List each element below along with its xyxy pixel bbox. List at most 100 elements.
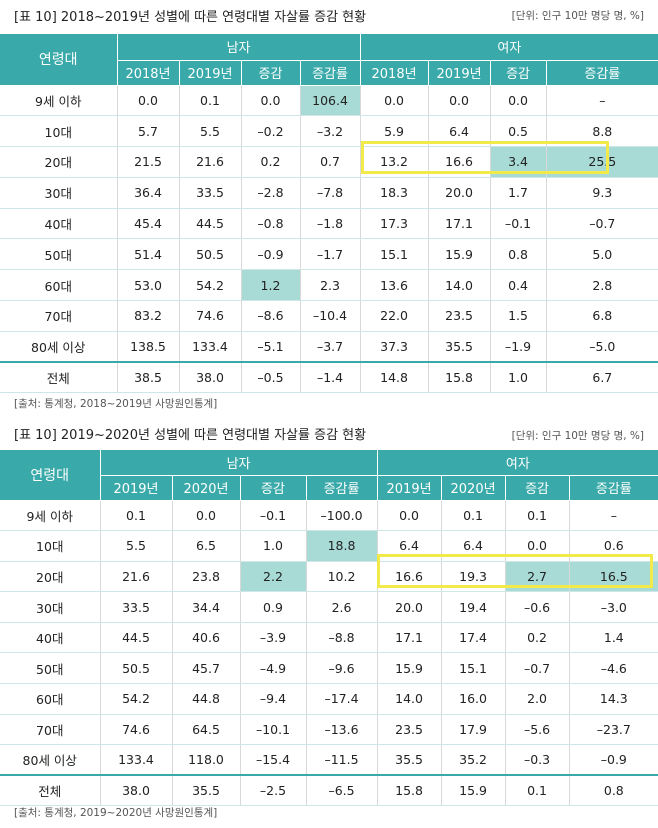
value-cell: 138.5 (116, 331, 179, 363)
value-cell: –23.7 (568, 714, 658, 746)
value-cell: 15.9 (440, 774, 506, 807)
table-block-2019-2020: [표 10] 2019~2020년 성별에 따른 연령대별 자살률 증감 현황 … (0, 422, 658, 444)
subheader: 2019년 (376, 475, 442, 501)
value-cell: –3.2 (299, 115, 361, 148)
subheader: 증감 (504, 475, 570, 501)
value-cell: –9.4 (239, 683, 306, 715)
subheader: 2020년 (171, 475, 240, 501)
value-cell: –10.4 (299, 300, 361, 332)
table-row: 50대 51.4 50.5 –0.9 –1.7 15.1 15.9 0.8 5.0 (0, 238, 658, 271)
age-cell: 30대 (0, 591, 100, 623)
value-cell: 15.1 (440, 652, 506, 685)
value-cell: 0.7 (299, 146, 361, 178)
table-row: 20대 21.6 23.8 2.2 10.2 16.6 19.3 2.7 16.5 (0, 561, 658, 593)
value-cell: 38.0 (178, 361, 241, 394)
age-cell: 50대 (0, 238, 117, 271)
subheader: 증감 (239, 475, 306, 501)
stats-table-2018-2019: 연령대 남자 여자 2018년 2019년 증감 증감률 2018년 2019년… (0, 34, 658, 394)
value-cell: 118.0 (171, 744, 240, 776)
value-cell: 15.8 (427, 361, 491, 394)
table-row: 40대 45.4 44.5 –0.8 –1.8 17.3 17.1 –0.1 –0.7 (0, 208, 658, 240)
value-cell: 6.5 (171, 530, 240, 562)
value-cell: 10.2 (305, 561, 378, 593)
value-cell: 0.0 (171, 500, 240, 532)
value-cell: 14.0 (427, 269, 491, 302)
value-cell: 23.5 (427, 300, 491, 332)
value-cell: –11.5 (305, 744, 378, 776)
value-cell: –7.8 (299, 177, 361, 209)
value-cell: 44.8 (171, 683, 240, 715)
age-cell: 70대 (0, 714, 100, 746)
age-cell: 20대 (0, 146, 117, 178)
value-cell: 34.4 (171, 591, 240, 623)
value-cell: 106.4 (299, 85, 361, 117)
value-cell: 18.3 (359, 177, 429, 209)
subheader: 2018년 (116, 60, 179, 86)
header-female: 여자 (376, 450, 658, 476)
value-cell: 40.6 (171, 622, 240, 654)
value-cell: 1.0 (239, 530, 306, 562)
value-cell: –2.8 (240, 177, 300, 209)
value-cell: 54.2 (178, 269, 241, 302)
value-cell: 19.4 (440, 591, 506, 623)
value-cell: 2.2 (239, 561, 306, 593)
value-cell: 0.0 (359, 85, 429, 117)
value-cell: 0.0 (240, 85, 300, 117)
age-cell: 40대 (0, 208, 117, 240)
value-cell: 15.8 (376, 774, 442, 807)
value-cell: 0.9 (239, 591, 306, 623)
value-cell: 21.6 (99, 561, 172, 593)
value-cell: 35.5 (376, 744, 442, 776)
subheader: 증감률 (299, 60, 361, 86)
table-row: 80세 이상 138.5 133.4 –5.1 –3.7 37.3 35.5 –1.9 –5.0 (0, 331, 658, 363)
stats-table-2019-2020: 연령대 남자 여자 2019년 2020년 증감 증감률 2019년 2020년… (0, 450, 658, 807)
table-row: 9세 이하 0.0 0.1 0.0 106.4 0.0 0.0 0.0– (0, 85, 658, 117)
value-cell: 0.1 (504, 774, 570, 807)
value-cell: 17.1 (376, 622, 442, 654)
value-cell: 1.2 (240, 269, 300, 302)
value-cell: 54.2 (99, 683, 172, 715)
value-cell: 17.3 (359, 208, 429, 240)
value-cell: –8.8 (305, 622, 378, 654)
table-row: 40대 44.5 40.6 –3.9 –8.8 17.1 17.4 0.2 1.4 (0, 622, 658, 654)
table-row: 전체 38.5 38.0 –0.5 –1.4 14.8 15.8 1.0 6.7 (0, 361, 658, 394)
value-cell: 5.7 (116, 115, 179, 148)
value-cell: 0.8 (568, 774, 658, 807)
subheader: 증감 (489, 60, 547, 86)
value-cell: 1.5 (489, 300, 547, 332)
value-cell: 15.1 (359, 238, 429, 271)
value-cell: 2.8 (545, 269, 658, 302)
value-cell: – (545, 85, 658, 117)
value-cell: –100.0 (305, 500, 378, 532)
value-cell: 1.7 (489, 177, 547, 209)
value-cell: 44.5 (178, 208, 241, 240)
value-cell: –1.8 (299, 208, 361, 240)
value-cell: –0.3 (504, 744, 570, 776)
subheader: 증감률 (545, 60, 658, 86)
value-cell: 18.8 (305, 530, 378, 562)
value-cell: 3.4 (489, 146, 547, 178)
value-cell: 5.9 (359, 115, 429, 148)
value-cell: 21.5 (116, 146, 179, 178)
table-block-2018-2019: [표 10] 2018~2019년 성별에 따른 연령대별 자살률 증감 현황 … (0, 4, 658, 26)
value-cell: 6.7 (545, 361, 658, 394)
value-cell: 35.5 (171, 774, 240, 807)
value-cell: 74.6 (99, 714, 172, 746)
value-cell: 17.1 (427, 208, 491, 240)
table-row: 70대 83.2 74.6 –8.6 –10.4 22.0 23.5 1.5 6.8 (0, 300, 658, 332)
value-cell: 133.4 (99, 744, 172, 776)
value-cell: – (568, 500, 658, 532)
value-cell: 51.4 (116, 238, 179, 271)
value-cell: 0.8 (489, 238, 547, 271)
value-cell: –10.1 (239, 714, 306, 746)
subheader: 증감률 (568, 475, 658, 501)
value-cell: –8.6 (240, 300, 300, 332)
value-cell: 0.6 (568, 530, 658, 562)
value-cell: 17.9 (440, 714, 506, 746)
age-cell: 80세 이상 (0, 744, 100, 776)
value-cell: –15.4 (239, 744, 306, 776)
value-cell: 53.0 (116, 269, 179, 302)
value-cell: 0.1 (504, 500, 570, 532)
age-cell: 40대 (0, 622, 100, 654)
value-cell: 36.4 (116, 177, 179, 209)
